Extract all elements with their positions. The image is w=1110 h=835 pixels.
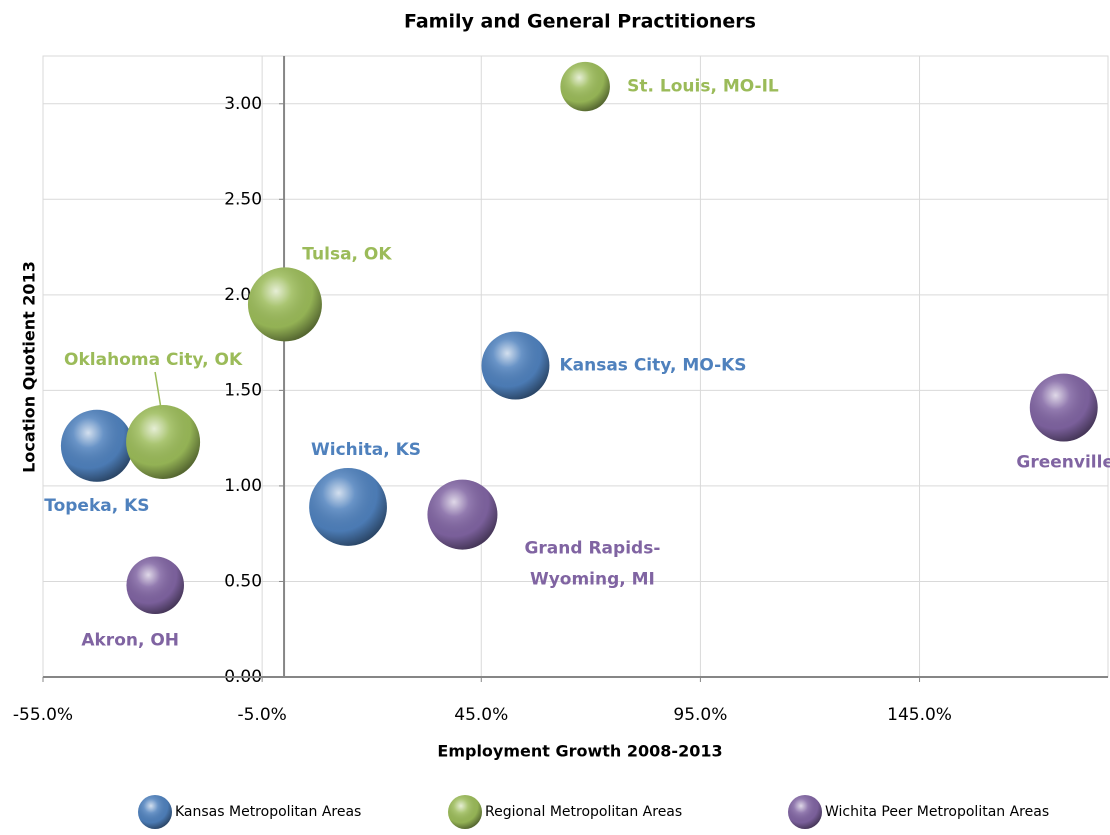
bubble xyxy=(126,556,184,615)
y-tick-label: 2.50 xyxy=(224,189,262,209)
legend: Kansas Metropolitan Areas Regional Metrop… xyxy=(138,795,1049,829)
bubble xyxy=(60,409,133,482)
axes: -55.0% -5.0% 45.0% 95.0% 145.0%0.000.501.001… xyxy=(13,56,1108,725)
x-tick-label: 45.0% xyxy=(454,705,508,725)
x-axis-title: Employment Growth 2008-2013 xyxy=(437,742,722,761)
legend-label: Wichita Peer Metropolitan Areas xyxy=(825,804,1049,820)
bubble xyxy=(481,331,550,400)
y-tick-label: 1.50 xyxy=(224,380,262,400)
legend-swatch-shade xyxy=(448,795,482,829)
bubble xyxy=(560,61,610,112)
x-tick-label: -5.0% xyxy=(237,705,286,725)
x-tick-label: 145.0% xyxy=(887,705,952,725)
point-label: Akron, OH xyxy=(81,630,179,650)
leader-line xyxy=(154,371,162,410)
chart-title: Family and General Practitioners xyxy=(404,11,756,33)
y-tick-label: 1.00 xyxy=(224,476,262,496)
point-label: St. Louis, MO-IL xyxy=(627,77,779,97)
legend-label: Kansas Metropolitan Areas xyxy=(175,804,361,820)
bubble xyxy=(427,479,498,550)
bubble xyxy=(309,468,387,546)
x-tick-label: -55.0% xyxy=(13,705,73,725)
legend-swatch-shade xyxy=(138,795,172,829)
point-label: Kansas City, MO-KS xyxy=(559,356,746,376)
y-axis-title: Location Quotient 2013 xyxy=(20,261,39,473)
point-label: Topeka, KS xyxy=(44,496,149,516)
point-labels: Topeka, KS Kansas City, MO-KS Wichita, KS O… xyxy=(44,77,1110,651)
bubble xyxy=(126,404,201,479)
grid xyxy=(42,55,1109,678)
point-label: Grand Rapids-Wyoming, MI xyxy=(524,539,660,590)
x-tick-label: 95.0% xyxy=(673,705,727,725)
point-label: Oklahoma City, OK xyxy=(64,350,243,370)
y-tick-label: 0.50 xyxy=(224,571,262,591)
point-label: Wichita, KS xyxy=(311,440,421,460)
bubble xyxy=(1029,373,1098,442)
legend-swatch-shade xyxy=(788,795,822,829)
bubble xyxy=(247,267,322,342)
point-label: Greenville, SC xyxy=(1016,453,1110,473)
y-tick-label: 3.00 xyxy=(224,94,262,114)
point-label: Tulsa, OK xyxy=(302,244,392,264)
legend-label: Regional Metropolitan Areas xyxy=(485,804,682,820)
